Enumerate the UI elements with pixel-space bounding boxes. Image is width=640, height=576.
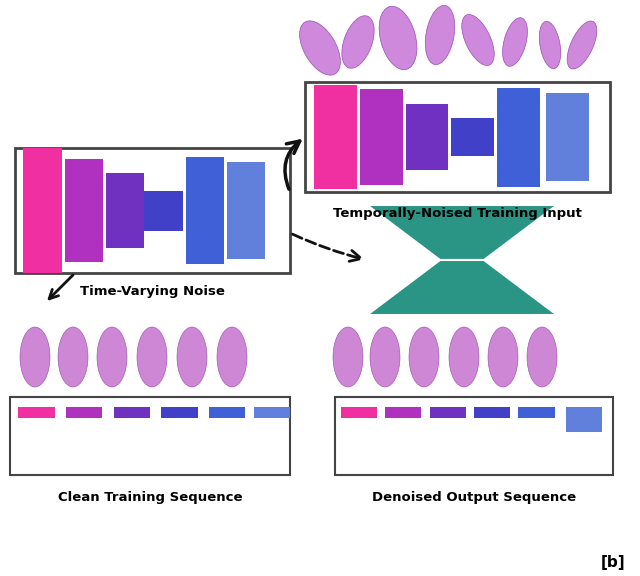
Bar — [106, 173, 144, 248]
Ellipse shape — [137, 327, 167, 387]
Ellipse shape — [502, 18, 527, 66]
Bar — [19, 407, 55, 418]
Bar — [209, 407, 245, 418]
Ellipse shape — [409, 327, 439, 387]
Ellipse shape — [342, 16, 374, 69]
Bar — [144, 191, 183, 230]
Text: Time-Varying Noise: Time-Varying Noise — [80, 285, 225, 297]
FancyBboxPatch shape — [335, 397, 613, 475]
Text: Clean Training Sequence: Clean Training Sequence — [58, 491, 243, 503]
Bar — [23, 148, 61, 273]
Polygon shape — [367, 260, 557, 315]
Bar — [566, 407, 602, 432]
Bar — [161, 407, 198, 418]
Ellipse shape — [379, 6, 417, 70]
FancyBboxPatch shape — [10, 397, 290, 475]
Ellipse shape — [540, 21, 561, 69]
Ellipse shape — [217, 327, 247, 387]
Bar — [340, 407, 377, 418]
Ellipse shape — [58, 327, 88, 387]
Ellipse shape — [425, 5, 455, 65]
Ellipse shape — [567, 21, 597, 69]
Bar — [497, 88, 540, 187]
Bar — [253, 407, 290, 418]
Ellipse shape — [300, 21, 340, 75]
Ellipse shape — [488, 327, 518, 387]
Bar — [518, 407, 555, 418]
Ellipse shape — [97, 327, 127, 387]
Ellipse shape — [527, 327, 557, 387]
Ellipse shape — [370, 327, 400, 387]
Bar — [360, 89, 403, 185]
Bar — [385, 407, 421, 418]
Bar — [546, 93, 589, 181]
Bar — [227, 162, 265, 259]
FancyBboxPatch shape — [305, 82, 610, 192]
Ellipse shape — [449, 327, 479, 387]
Bar — [429, 407, 466, 418]
Bar — [314, 85, 357, 190]
Bar — [406, 104, 449, 170]
Bar — [186, 157, 224, 264]
Bar — [474, 407, 510, 418]
Bar — [66, 407, 102, 418]
Polygon shape — [367, 205, 557, 260]
Ellipse shape — [177, 327, 207, 387]
FancyBboxPatch shape — [15, 148, 290, 273]
Bar — [65, 159, 103, 262]
Ellipse shape — [20, 327, 50, 387]
Text: [b]: [b] — [600, 555, 625, 570]
Bar — [451, 118, 494, 156]
Text: Denoised Output Sequence: Denoised Output Sequence — [372, 491, 576, 503]
Text: Temporally-Noised Training Input: Temporally-Noised Training Input — [333, 207, 582, 221]
Ellipse shape — [333, 327, 363, 387]
Bar — [114, 407, 150, 418]
Ellipse shape — [462, 14, 494, 66]
